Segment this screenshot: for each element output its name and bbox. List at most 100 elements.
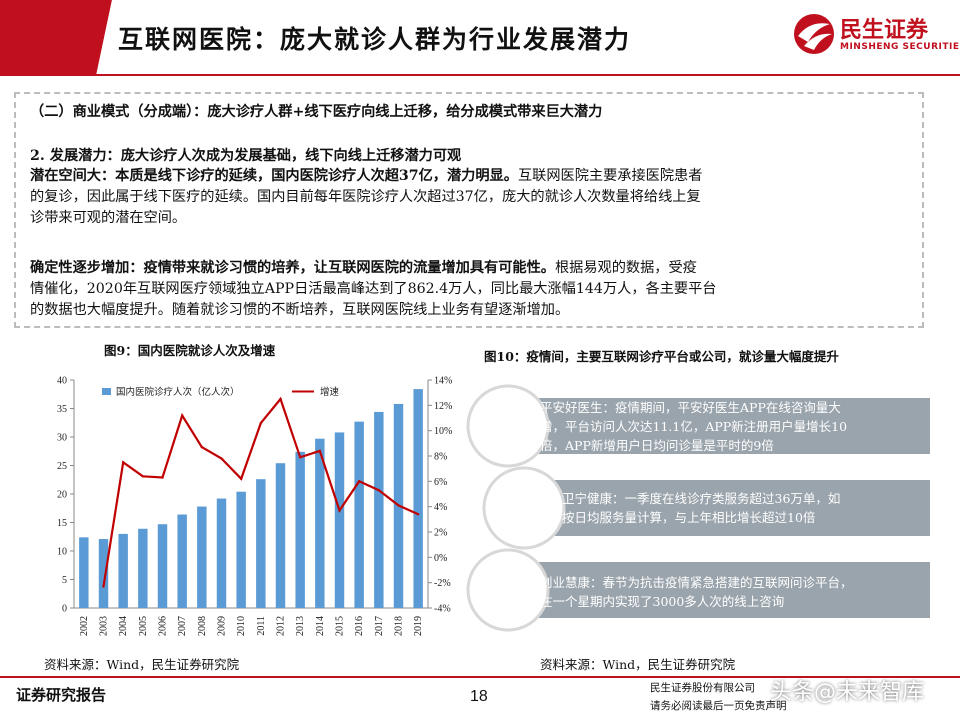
- y-tick-label-left: 15: [57, 518, 67, 529]
- x-tick-label: 2014: [315, 616, 326, 636]
- growth-point: [141, 475, 145, 478]
- watermark: 头条@未来智库: [770, 680, 925, 705]
- page-title: 互联网医院：庞大就诊人群为行业发展潜力: [118, 25, 632, 54]
- platform-item-box: [534, 398, 930, 454]
- x-tick-label: 2013: [295, 616, 306, 636]
- growth-point: [239, 477, 243, 480]
- y-tick-label-left: 40: [57, 376, 67, 387]
- section-heading: （二）商业模式（分成端）：庞大诊疗人群+线下医疗向线上迁移，给分成模式带来巨大潜…: [30, 104, 603, 120]
- growth-point: [318, 449, 322, 453]
- paragraph-2-line-3: 的数据也大幅度提升。随着就诊习惯的不断培养，互联网医院线上业务有望逐渐增加。: [30, 302, 570, 318]
- x-tick-label: 2011: [256, 616, 267, 636]
- figure-9-title: 图9：国内医院就诊人次及增速: [104, 343, 276, 358]
- page-number: 18: [470, 688, 488, 705]
- bar: [295, 451, 305, 608]
- x-tick-label: 2007: [177, 616, 188, 636]
- legend-label-line: 增速: [320, 386, 340, 398]
- paragraph-1-line-2: 的复诊，因此属于线下医疗的延续。国内目前每年医院诊疗人次超过37亿，庞大的就诊人…: [30, 189, 701, 205]
- x-tick-label: 2017: [374, 616, 385, 636]
- y-tick-label-right: 0%: [434, 553, 447, 564]
- bar: [216, 498, 227, 608]
- growth-point: [121, 461, 125, 464]
- item-line: 卫宁健康：一季度在线诊疗类服务超过36万单，如: [562, 491, 841, 506]
- platform-item-pingan: 平安好医生：疫情期间，平安好医生APP在线咨询量大 增，平台访问人次达11.1亿…: [540, 398, 847, 455]
- x-tick-label: 2002: [79, 616, 90, 636]
- paragraph-1-lead: 潜在空间大：本质是线下诊疗的延续，国内医院诊疗人次超37亿，潜力明显。: [30, 168, 518, 184]
- x-tick-label: 2015: [335, 616, 346, 636]
- platform-item-box: [534, 562, 930, 618]
- legend-label-bar: 国内医院诊疗人次（亿人次）: [116, 386, 240, 398]
- x-tick-label: 2016: [354, 616, 365, 636]
- figure-10-title: 图10：疫情间，主要互联网诊疗平台或公司，就诊量大幅度提升: [484, 349, 839, 364]
- y-tick-label-left: 30: [57, 433, 67, 444]
- bar: [79, 537, 89, 608]
- bar: [118, 533, 128, 608]
- paragraph-2-line-1: 确定性逐步增加：疫情带来就诊习惯的培养，让互联网医院的流量增加具有可能性。根据易…: [30, 258, 697, 278]
- y-tick-label-left: 5: [62, 575, 67, 586]
- y-tick-label-left: 20: [57, 490, 67, 501]
- y-tick-label-right: -4%: [434, 604, 451, 615]
- x-tick-label: 2005: [138, 616, 149, 636]
- growth-point: [357, 480, 361, 483]
- growth-point: [102, 585, 105, 588]
- x-tick-label: 2004: [118, 616, 129, 636]
- footer-company: 民生证券股份有限公司: [650, 682, 755, 694]
- figure-9-source: 资料来源：Wind，民生证券研究院: [44, 657, 240, 672]
- logo-name-cn: 民生证券: [840, 18, 929, 43]
- y-tick-label-right: 2%: [434, 528, 447, 539]
- logo-name-en: MINSHENG SECURITIES: [840, 42, 960, 52]
- y-tick-label-right: -2%: [434, 578, 451, 589]
- bar: [98, 539, 109, 608]
- y-tick-label-right: 14%: [434, 376, 452, 387]
- growth-point: [416, 513, 420, 516]
- y-tick-label-right: 12%: [434, 401, 452, 412]
- x-tick-label: 2010: [236, 616, 247, 636]
- bar: [197, 506, 207, 608]
- bar: [256, 479, 266, 608]
- item-line: 倍，APP新增用户日均问诊量是平时的9倍: [540, 438, 774, 453]
- footer-divider: [0, 676, 960, 678]
- bar: [177, 514, 187, 608]
- item-line: 平安好医生：疫情期间，平安好医生APP在线咨询量大: [540, 400, 841, 415]
- point-title: 2. 发展潜力：庞大诊疗人次成为发展基础，线下向线上迁移潜力可观: [30, 148, 462, 164]
- growth-point: [161, 476, 164, 479]
- y-tick-label-right: 10%: [434, 426, 452, 437]
- timeline-circles: [466, 384, 566, 632]
- y-tick-label-right: 4%: [434, 502, 447, 513]
- growth-point: [200, 445, 204, 449]
- bar: [354, 421, 364, 608]
- header-banner: [0, 0, 960, 76]
- growth-point: [220, 457, 223, 460]
- item-line: 在一个星期内实现了3000多人次的线上咨询: [540, 594, 785, 609]
- paragraph-2-lead: 确定性逐步增加：疫情带来就诊习惯的培养，让互联网医院的流量增加具有可能性。: [30, 260, 555, 276]
- bar: [315, 438, 325, 608]
- growth-point: [377, 489, 381, 492]
- platform-item-box: [534, 480, 930, 536]
- y-tick-label-left: 10: [57, 547, 67, 558]
- growth-point: [279, 397, 282, 401]
- summary-box: （二）商业模式（分成端）：庞大诊疗人群+线下医疗向线上迁移，给分成模式带来巨大潜…: [14, 92, 924, 328]
- x-tick-label: 2008: [197, 616, 208, 636]
- y-tick-label-left: 0: [62, 604, 67, 615]
- x-tick-label: 2006: [158, 616, 169, 636]
- paragraph-1-line-1: 潜在空间大：本质是线下诊疗的延续，国内医院诊疗人次超37亿，潜力明显。互联网医院…: [30, 166, 702, 186]
- minsheng-logo-icon: [794, 14, 834, 54]
- footer-report-label: 证券研究报告: [16, 686, 107, 704]
- bar: [413, 389, 423, 608]
- growth-point: [397, 504, 400, 507]
- paragraph-1-line-3: 诊带来可观的潜在空间。: [30, 210, 187, 226]
- y-tick-label-right: 8%: [434, 452, 447, 463]
- platform-item-bsoft: 创业慧康：春节为抗击疫情紧急搭建的互联网问诊平台， 在一个星期内实现了3000多…: [540, 573, 853, 611]
- item-line: 创业慧康：春节为抗击疫情紧急搭建的互联网问诊平台，: [540, 575, 853, 590]
- growth-point: [259, 421, 263, 425]
- footer-disclaimer: 请务必阅读最后一页免责声明: [650, 700, 787, 712]
- x-tick-label: 2018: [394, 616, 405, 636]
- figure-10-source: 资料来源：Wind，民生证券研究院: [540, 657, 736, 672]
- y-tick-label-right: 6%: [434, 477, 447, 488]
- item-line: 增，平台访问人次达11.1亿，APP新注册用户量增长10: [540, 419, 848, 434]
- x-tick-label: 2003: [99, 616, 110, 636]
- bar: [138, 528, 148, 608]
- bar: [157, 524, 168, 608]
- growth-point: [338, 509, 341, 512]
- bar: [275, 463, 286, 608]
